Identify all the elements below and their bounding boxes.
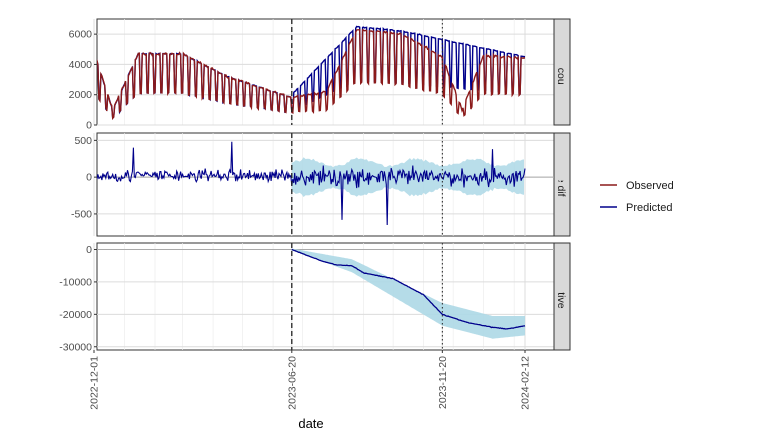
y-tick-label: 6000: [69, 29, 93, 41]
facet-strip: [553, 242, 571, 351]
y-tick-label: 0: [86, 172, 92, 184]
panel-3: 0 -10000 -20000 -30000 Cumulative effect: [59, 242, 571, 353]
legend-label-observed: Observed: [626, 180, 674, 192]
x-tick-label: 2022-12-01: [89, 356, 101, 410]
y-tick-label: 0: [86, 120, 92, 132]
legend-label-predicted: Predicted: [626, 202, 672, 214]
y-tick-label: -30000: [59, 341, 92, 353]
y-tick-label: 4000: [69, 59, 93, 71]
x-tick-label: 2023-11-20: [437, 356, 449, 409]
series-cumulative-line: [291, 248, 526, 330]
series-observed-line: [97, 28, 525, 121]
panel-data-1: [97, 19, 526, 125]
facet-strip-label: Cumulative effect: [555, 256, 567, 337]
facet-strip: [553, 18, 571, 126]
panel-2: 500 0 -500 Pointwise difference: [71, 132, 571, 237]
series-difference-line: [97, 141, 526, 226]
y-tick-label: 2000: [69, 89, 93, 101]
series-predicted-line: [97, 25, 526, 120]
y-tick-label: -500: [71, 208, 92, 220]
y-tick-label: 0: [86, 244, 92, 256]
facet-strip-label: Pointwise difference: [555, 138, 567, 232]
panel-1: 0 2000 4000 6000 Observed + counterfactual: [69, 10, 571, 133]
x-tick-label: 2024-02-12: [520, 356, 532, 410]
y-tick-label: -10000: [59, 276, 92, 288]
x-axis-title: date: [298, 416, 323, 431]
panel-data-3: [97, 243, 554, 350]
legend: Observed Predicted: [600, 180, 674, 214]
facet-strip-label: Observed + counterfactual: [555, 10, 567, 133]
x-tick-label: 2023-06-20: [286, 356, 298, 410]
panel-data-2: [97, 133, 554, 236]
cumulative-interval-band: [291, 248, 525, 339]
y-tick-label: 500: [74, 135, 92, 147]
facet-strip: [553, 132, 571, 237]
y-tick-label: -20000: [59, 309, 92, 321]
